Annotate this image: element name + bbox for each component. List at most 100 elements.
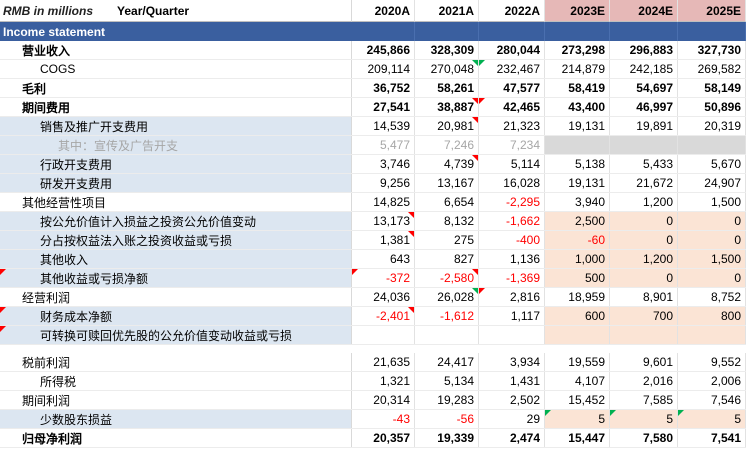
value-cell[interactable]: 7,580: [610, 429, 678, 447]
value-cell[interactable]: 24,907: [678, 174, 746, 192]
section-cell[interactable]: [678, 22, 746, 41]
value-cell[interactable]: [479, 326, 545, 344]
value-cell[interactable]: -1,662: [479, 212, 545, 230]
value-cell[interactable]: 5,433: [610, 155, 678, 173]
value-cell[interactable]: 245,866: [352, 41, 415, 59]
value-cell[interactable]: 242,185: [610, 60, 678, 78]
value-cell[interactable]: 14,825: [352, 193, 415, 211]
row-label[interactable]: 销售及推广开支费用: [0, 117, 352, 135]
row-label[interactable]: 营业收入: [0, 41, 352, 59]
value-cell[interactable]: 5,114: [479, 155, 545, 173]
year-header-estimate[interactable]: 2024E: [610, 0, 678, 22]
value-cell[interactable]: 9,256: [352, 174, 415, 192]
value-cell[interactable]: 6,654: [415, 193, 479, 211]
value-cell[interactable]: 1,321: [352, 372, 415, 390]
value-cell[interactable]: 19,131: [545, 117, 610, 135]
value-cell[interactable]: 50,896: [678, 98, 746, 116]
value-cell[interactable]: 232,467: [479, 60, 545, 78]
section-cell[interactable]: [610, 22, 678, 41]
value-cell[interactable]: 214,879: [545, 60, 610, 78]
value-cell[interactable]: 15,447: [545, 429, 610, 447]
value-cell[interactable]: 275: [415, 231, 479, 249]
value-cell[interactable]: 46,997: [610, 98, 678, 116]
value-cell[interactable]: 8,752: [678, 288, 746, 306]
year-header-estimate[interactable]: 2023E: [545, 0, 610, 22]
value-cell[interactable]: 273,298: [545, 41, 610, 59]
input-cell[interactable]: 700: [610, 307, 678, 325]
input-cell[interactable]: [610, 326, 678, 344]
row-label[interactable]: 毛利: [0, 79, 352, 97]
value-cell[interactable]: 24,417: [415, 353, 479, 371]
row-label[interactable]: 经营利润: [0, 288, 352, 306]
value-cell[interactable]: 58,419: [545, 79, 610, 97]
input-cell[interactable]: 0: [678, 212, 746, 230]
value-cell[interactable]: 21,323: [479, 117, 545, 135]
value-cell[interactable]: 15,452: [545, 391, 610, 409]
value-cell[interactable]: 9,601: [610, 353, 678, 371]
value-cell[interactable]: 2,006: [678, 372, 746, 390]
value-cell[interactable]: 1,136: [479, 250, 545, 268]
section-cell[interactable]: [352, 22, 415, 41]
value-cell[interactable]: 21,635: [352, 353, 415, 371]
value-cell[interactable]: 2,016: [610, 372, 678, 390]
row-label[interactable]: 少数股东损益: [0, 410, 352, 428]
row-label[interactable]: 行政开支费用: [0, 155, 352, 173]
value-cell[interactable]: 19,339: [415, 429, 479, 447]
value-cell[interactable]: 5,670: [678, 155, 746, 173]
value-cell[interactable]: 20,319: [678, 117, 746, 135]
value-cell[interactable]: 54,697: [610, 79, 678, 97]
row-label[interactable]: 其他经营性项目: [0, 193, 352, 211]
value-cell[interactable]: 7,546: [678, 391, 746, 409]
value-cell[interactable]: 9,552: [678, 353, 746, 371]
value-cell[interactable]: 3,746: [352, 155, 415, 173]
input-cell[interactable]: 0: [610, 212, 678, 230]
value-cell[interactable]: -372: [352, 269, 415, 287]
value-cell[interactable]: 36,752: [352, 79, 415, 97]
year-header[interactable]: 2021A: [415, 0, 479, 22]
input-cell[interactable]: 1,200: [610, 250, 678, 268]
value-cell[interactable]: 20,314: [352, 391, 415, 409]
value-cell[interactable]: [352, 326, 415, 344]
value-cell[interactable]: 2,502: [479, 391, 545, 409]
row-label[interactable]: 税前利润: [0, 353, 352, 371]
header-label-cell[interactable]: RMB in millions Year/Quarter: [0, 0, 352, 22]
value-cell[interactable]: 5,134: [415, 372, 479, 390]
value-cell[interactable]: 1,431: [479, 372, 545, 390]
value-cell[interactable]: [678, 136, 746, 154]
input-cell[interactable]: [545, 326, 610, 344]
value-cell[interactable]: 280,044: [479, 41, 545, 59]
row-label[interactable]: 归母净利润: [0, 429, 352, 447]
row-label[interactable]: COGS: [0, 60, 352, 78]
value-cell[interactable]: 29: [479, 410, 545, 428]
row-label[interactable]: 其中：宣传及广告开支: [0, 136, 352, 154]
year-header-estimate[interactable]: 2025E: [678, 0, 746, 22]
value-cell[interactable]: 19,891: [610, 117, 678, 135]
value-cell[interactable]: -1,612: [415, 307, 479, 325]
value-cell[interactable]: 4,107: [545, 372, 610, 390]
section-cell[interactable]: [479, 22, 545, 41]
value-cell[interactable]: 7,234: [479, 136, 545, 154]
value-cell[interactable]: 24,036: [352, 288, 415, 306]
input-cell[interactable]: 0: [678, 231, 746, 249]
value-cell[interactable]: 327,730: [678, 41, 746, 59]
value-cell[interactable]: 26,028: [415, 288, 479, 306]
value-cell[interactable]: 209,114: [352, 60, 415, 78]
input-cell[interactable]: 1,500: [678, 250, 746, 268]
value-cell[interactable]: 827: [415, 250, 479, 268]
value-cell[interactable]: 20,981: [415, 117, 479, 135]
value-cell[interactable]: -400: [479, 231, 545, 249]
value-cell[interactable]: 27,541: [352, 98, 415, 116]
row-label[interactable]: 研发开支费用: [0, 174, 352, 192]
value-cell[interactable]: 1,500: [678, 193, 746, 211]
row-label[interactable]: 按公允价值计入损益之投资公允价值变动: [0, 212, 352, 230]
value-cell[interactable]: [415, 326, 479, 344]
value-cell[interactable]: 8,132: [415, 212, 479, 230]
input-cell[interactable]: 2,500: [545, 212, 610, 230]
row-label[interactable]: 财务成本净额: [0, 307, 352, 325]
value-cell[interactable]: 58,149: [678, 79, 746, 97]
value-cell[interactable]: 2,474: [479, 429, 545, 447]
value-cell[interactable]: [545, 136, 610, 154]
row-label[interactable]: 可转换可赎回优先股的公允价值变动收益或亏损: [0, 326, 352, 344]
input-cell[interactable]: 5: [678, 410, 746, 428]
row-label[interactable]: 期间利润: [0, 391, 352, 409]
